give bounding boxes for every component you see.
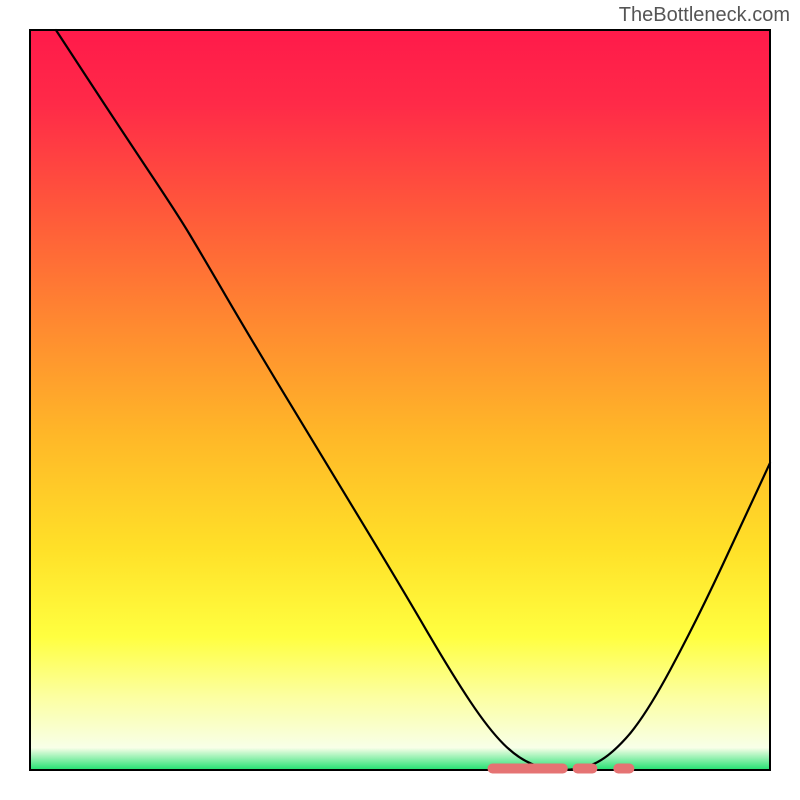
attribution-label: TheBottleneck.com [619, 4, 790, 27]
bottleneck-chart [0, 0, 800, 800]
chart-container: TheBottleneck.com [0, 0, 800, 800]
plot-background [30, 30, 770, 770]
